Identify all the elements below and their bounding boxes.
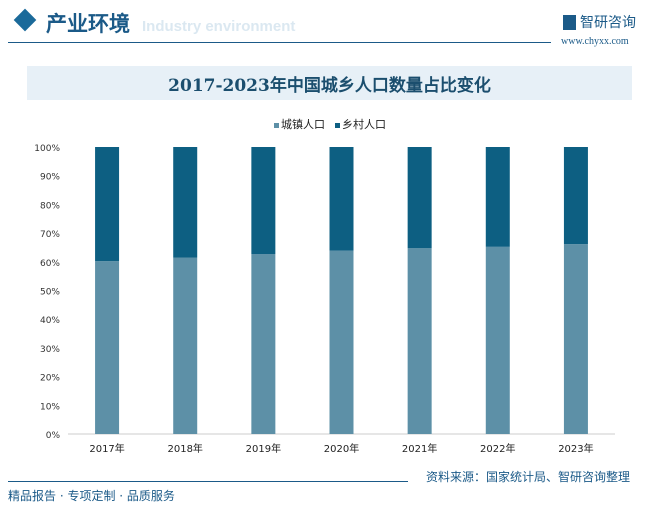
x-tick-label: 2023年 — [558, 442, 593, 455]
bar-rural — [95, 147, 120, 262]
y-tick-label: 20% — [40, 374, 60, 384]
brand-logo: 智研咨询 — [563, 12, 636, 32]
header-title: 产业环境 — [46, 12, 130, 36]
source-note: 资料来源：国家统计局、智研咨询整理 — [426, 470, 631, 484]
y-tick-label: 50% — [40, 288, 60, 298]
legend-label: 城镇人口 — [281, 118, 325, 131]
y-tick-label: 0% — [46, 431, 61, 441]
x-tick-label: 2018年 — [167, 442, 202, 455]
y-tick-label: 60% — [40, 259, 60, 269]
bar-urban — [485, 246, 510, 434]
header-subtitle: Industry environment — [142, 18, 296, 35]
chart: 0% 10% 20% 30% 40% 50% 60% 70% 80% 90% 100% 2017年 20… — [34, 144, 615, 455]
legend-item-rural: 乡村人口 — [335, 116, 386, 132]
logo-icon — [563, 14, 576, 30]
legend: 城镇人口 乡村人口 — [0, 116, 660, 132]
bar-rural — [173, 147, 198, 258]
bar-urban — [173, 257, 198, 434]
legend-item-urban: 城镇人口 — [274, 116, 325, 132]
x-tick-label: 2020年 — [324, 442, 359, 455]
y-tick-label: 30% — [40, 345, 60, 355]
y-tick-label: 10% — [40, 402, 60, 412]
footer-divider — [8, 481, 408, 482]
x-tick-label: 2021年 — [402, 442, 437, 455]
y-tick-label: 70% — [40, 230, 60, 240]
brand-url: www.chyxx.com — [561, 36, 629, 47]
legend-label: 乡村人口 — [342, 118, 386, 131]
y-tick-label: 100% — [34, 144, 60, 154]
bar-urban — [95, 261, 120, 434]
brand-name: 智研咨询 — [580, 15, 636, 31]
bar-urban — [251, 254, 276, 434]
header-divider — [8, 42, 551, 43]
x-tick-label: 2019年 — [246, 442, 281, 455]
bar-urban — [407, 248, 432, 434]
bar-rural — [251, 147, 276, 255]
x-tick-label: 2017年 — [89, 442, 124, 455]
footer-slogan: 精品报告 · 专项定制 · 品质服务 — [8, 489, 175, 503]
bar-rural — [563, 147, 588, 245]
bar-rural — [485, 147, 510, 247]
y-tick-label: 90% — [40, 173, 60, 183]
bar-urban — [329, 250, 354, 434]
bar-rural — [407, 147, 432, 249]
bar-rural — [329, 147, 354, 251]
bar-urban — [563, 244, 588, 434]
x-tick-label: 2022年 — [480, 442, 515, 455]
y-tick-label: 80% — [40, 201, 60, 211]
chart-title: 2017-2023年中国城乡人口数量占比变化 — [27, 66, 632, 100]
y-tick-label: 40% — [40, 316, 60, 326]
